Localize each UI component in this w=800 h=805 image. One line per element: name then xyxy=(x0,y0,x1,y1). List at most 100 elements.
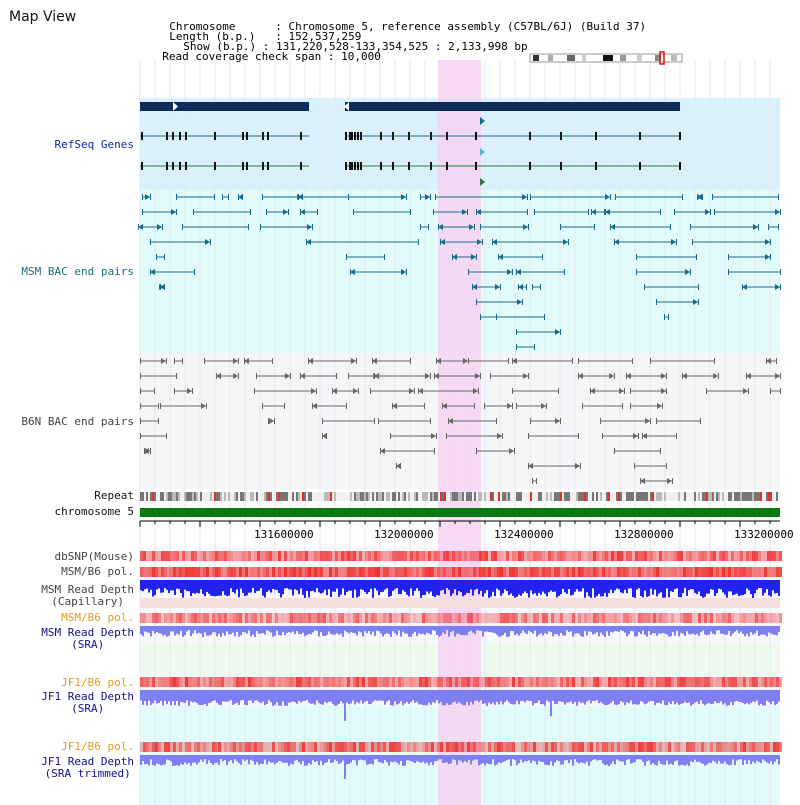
read-depth-bar xyxy=(666,755,668,761)
heatmap-cell xyxy=(284,567,287,577)
read-depth-bar xyxy=(714,690,716,702)
heatmap-cell xyxy=(623,613,626,623)
heatmap-cell xyxy=(614,613,617,623)
read-depth-bar xyxy=(624,580,626,590)
read-depth-bar xyxy=(768,690,770,703)
read-depth-bar xyxy=(664,755,666,765)
read-depth-bar xyxy=(764,626,766,635)
read-depth-bar xyxy=(458,690,460,703)
msm-bac-pair-end xyxy=(476,254,477,260)
read-depth-bar xyxy=(466,580,468,593)
jf1-read-depth-trimmed-label[interactable]: JF1 Read Depth (SRA trimmed) xyxy=(41,756,134,780)
read-depth-bar xyxy=(406,755,408,761)
read-depth-bar xyxy=(204,626,206,633)
msm-bac-label[interactable]: MSM BAC end pairs xyxy=(21,265,134,278)
heatmap-cell xyxy=(635,677,638,687)
heatmap-cell xyxy=(233,567,236,577)
read-depth-bar xyxy=(538,690,540,701)
read-depth-bar xyxy=(546,626,548,635)
dbsnp-label[interactable]: dbSNP(Mouse) xyxy=(54,550,134,563)
read-depth-bar xyxy=(402,626,404,632)
read-depth-bar xyxy=(686,580,688,596)
heatmap-cell xyxy=(368,567,371,577)
read-depth-bar xyxy=(572,580,574,595)
repeat-element xyxy=(380,492,382,501)
heatmap-cell xyxy=(521,567,524,577)
b6n-bac-label[interactable]: B6N BAC end pairs xyxy=(21,415,134,428)
read-depth-bar xyxy=(710,755,712,763)
msm-bac-pair-end xyxy=(142,194,143,200)
heatmap-cell xyxy=(425,613,428,623)
b6n-bac-pair-end xyxy=(140,388,141,394)
heatmap-cell xyxy=(533,567,536,577)
jf1-read-depth-sra-label[interactable]: JF1 Read Depth (SRA) xyxy=(41,691,134,715)
read-depth-bar xyxy=(504,690,506,703)
read-depth-bar xyxy=(712,690,714,704)
b6n-bac-pair-arrow-icon xyxy=(713,373,718,379)
read-depth-bar xyxy=(292,755,294,765)
repeat-element xyxy=(224,492,226,501)
heatmap-cell xyxy=(161,567,164,577)
b6n-bac-pair-end xyxy=(140,373,141,379)
heatmap-cell xyxy=(725,551,728,561)
read-depth-bar xyxy=(776,580,778,594)
read-depth-bar xyxy=(396,755,398,763)
heatmap-cell xyxy=(497,742,500,752)
heatmap-cell xyxy=(302,677,305,687)
read-depth-bar xyxy=(732,755,734,760)
heatmap-cell xyxy=(344,742,347,752)
msm-b6-pol-label[interactable]: MSM/B6 pol. xyxy=(61,565,134,578)
read-depth-bar xyxy=(332,690,334,705)
read-depth-bar xyxy=(424,626,426,635)
heatmap-cell xyxy=(674,613,677,623)
heatmap-cell xyxy=(320,567,323,577)
b6n-bac-pair-arrow-icon xyxy=(746,373,751,379)
heatmap-cell xyxy=(272,551,275,561)
msm-bac-pair-arrow-icon xyxy=(610,224,615,230)
read-depth-bar xyxy=(228,690,230,701)
msm-b6-pol-label-2[interactable]: MSM/B6 pol. xyxy=(61,611,134,624)
heatmap-cell xyxy=(773,742,776,752)
read-depth-bar xyxy=(668,755,670,765)
heatmap-cell xyxy=(377,551,380,561)
heatmap-cell xyxy=(317,742,320,752)
read-depth-bar xyxy=(760,580,762,589)
b6n-bac-pair-arrow-icon xyxy=(285,373,290,379)
repeat-element xyxy=(168,492,170,501)
heatmap-cell xyxy=(209,742,212,752)
read-depth-bar xyxy=(406,580,408,595)
show-key: Show (b.p.) xyxy=(183,40,257,53)
heatmap-cell xyxy=(524,677,527,687)
repeat-element xyxy=(280,492,282,501)
refseq-genes-label[interactable]: RefSeq Genes xyxy=(54,138,134,151)
repeat-element xyxy=(512,492,514,501)
b6n-bac-pair-end xyxy=(446,433,447,439)
msm-read-depth-sra-label[interactable]: MSM Read Depth (SRA) xyxy=(41,627,134,651)
read-depth-bar xyxy=(160,755,162,766)
msm-bac-pair-end xyxy=(610,194,611,200)
read-depth-bar xyxy=(302,690,304,702)
repeat-element xyxy=(288,492,290,501)
heatmap-cell xyxy=(263,677,266,687)
msm-read-depth-capillary-label[interactable]: MSM Read Depth (Capillary) xyxy=(41,584,134,608)
exon-mark xyxy=(246,132,248,140)
jf1-b6-pol-label-2[interactable]: JF1/B6 pol. xyxy=(61,740,134,753)
jf1-b6-pol-label[interactable]: JF1/B6 pol. xyxy=(61,676,134,689)
repeat-element xyxy=(732,492,734,501)
repeat-label[interactable]: Repeat xyxy=(94,489,134,502)
heatmap-cell xyxy=(149,567,152,577)
read-depth-bar xyxy=(444,755,446,763)
repeat-element xyxy=(582,492,584,501)
read-depth-bar xyxy=(522,755,524,763)
msm-bac-pair-end xyxy=(142,209,143,215)
read-depth-bar xyxy=(740,626,742,632)
read-depth-bar xyxy=(236,690,238,703)
repeat-element xyxy=(738,492,740,501)
repeat-element xyxy=(214,492,216,501)
msm-bac-pair-arrow-icon xyxy=(775,284,780,290)
heatmap-cell xyxy=(542,551,545,561)
read-depth-bar xyxy=(552,580,554,592)
read-depth-bar xyxy=(400,626,402,637)
read-depth-bar xyxy=(680,626,682,633)
